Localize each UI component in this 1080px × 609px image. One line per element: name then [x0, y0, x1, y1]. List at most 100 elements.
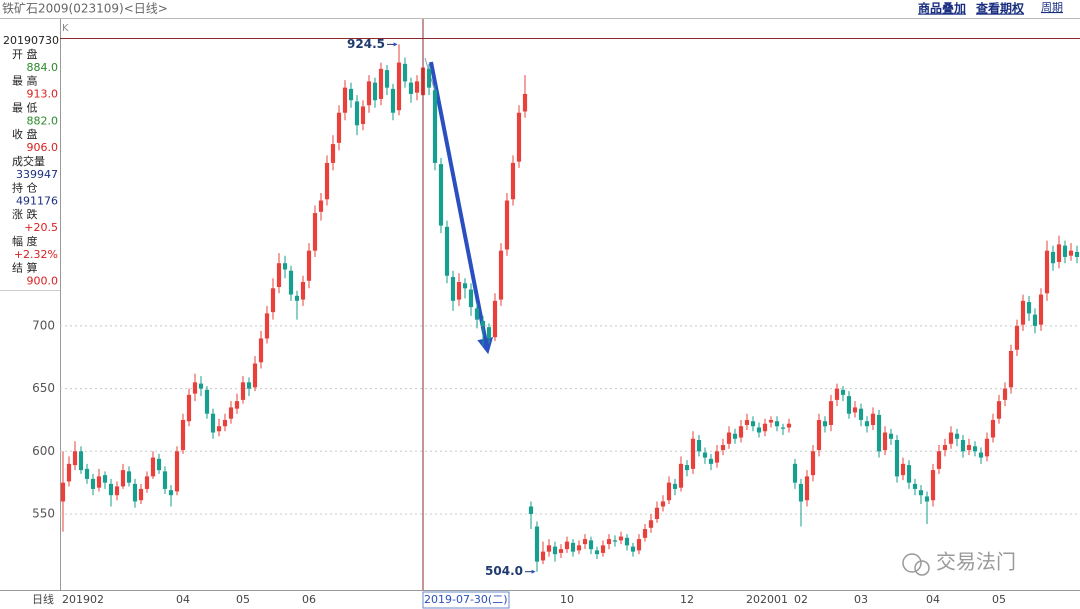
x-tick-label: 202001 [746, 593, 788, 606]
candle-body [618, 536, 624, 541]
candle-body [858, 408, 864, 420]
candle-body [792, 463, 798, 483]
candle-body [504, 200, 510, 250]
candle-body [1008, 350, 1014, 388]
candle-body [1050, 251, 1056, 264]
candle-body [468, 289, 474, 308]
candle-body [546, 545, 552, 552]
candle-body [360, 106, 366, 125]
period-link[interactable]: 周期 [1041, 1, 1063, 14]
info-value: 884.0 [27, 61, 59, 74]
candle-body [612, 540, 618, 542]
candle-body [306, 250, 312, 281]
candle-body [654, 507, 660, 520]
candle-body [744, 419, 750, 425]
candle-body [102, 475, 108, 483]
x-tick-label: 201902 [62, 593, 104, 606]
candle-body [264, 313, 270, 339]
trend-arrow [429, 61, 494, 355]
candle-body [498, 250, 504, 300]
candle-body [594, 550, 600, 555]
candle-body [240, 382, 246, 400]
candle-body [366, 81, 372, 106]
info-value: 491176 [16, 195, 58, 208]
candle-body [948, 432, 954, 444]
candle-body [492, 300, 498, 338]
candle-body [906, 465, 912, 483]
candle-body [378, 68, 384, 99]
info-date: 20190730 [3, 34, 59, 47]
candle-body [510, 162, 516, 200]
candle-body [126, 471, 132, 483]
candle-body [210, 413, 216, 433]
candle-body [426, 68, 432, 88]
candle-body [960, 440, 966, 452]
candle-body [474, 308, 480, 320]
candle-body [798, 483, 804, 502]
candle-body [324, 162, 330, 200]
candle-body [882, 432, 888, 451]
candle-body [816, 419, 822, 451]
candle-body [630, 546, 636, 552]
watermark-logo [902, 553, 930, 576]
candle-body [732, 433, 738, 439]
candle-body [846, 396, 852, 414]
title: 铁矿石2009(023109)<日线> [2, 2, 168, 16]
candle-body [780, 427, 786, 429]
x-tick-label: 12 [680, 593, 694, 606]
candle-body [828, 401, 834, 425]
x-tick-label: 05 [992, 593, 1006, 606]
watermark: 交易法门 [936, 550, 1016, 574]
candle-body [168, 490, 174, 496]
candle-body [606, 539, 612, 545]
candle-body [450, 277, 456, 301]
candle-body [666, 482, 672, 501]
link[interactable]: 商品叠加 [918, 1, 966, 16]
candle-body [60, 482, 66, 502]
link[interactable]: 查看期权 [975, 1, 1025, 16]
candle-body [192, 382, 198, 394]
candle-body [252, 363, 258, 388]
candle-body [84, 468, 90, 479]
candle-body [228, 407, 234, 419]
candle-body [642, 529, 648, 538]
candle-body [1062, 245, 1068, 257]
info-label: 持 仓 [12, 181, 38, 195]
candle-body [144, 476, 150, 489]
candle-body [966, 445, 972, 451]
candle-body [972, 446, 978, 452]
x-tick-label: 04 [926, 593, 940, 606]
candle-body [1014, 325, 1020, 350]
candle-body [804, 476, 810, 501]
candle-body [204, 389, 210, 414]
x-tick-label: 04 [176, 593, 190, 606]
candle-body [462, 283, 468, 289]
candle-body [444, 226, 450, 276]
info-label: 最 高 [12, 74, 38, 88]
candle-body [114, 486, 120, 496]
candle-body [186, 394, 192, 422]
candle-body [870, 413, 876, 425]
candle-body [66, 463, 72, 482]
info-value: +20.5 [24, 221, 58, 234]
candle-body [990, 419, 996, 438]
candle-body [234, 401, 240, 409]
info-value: 339947 [16, 168, 58, 181]
candle-body [624, 537, 630, 546]
y-tick-label: 600 [32, 444, 55, 458]
candle-body [534, 526, 540, 562]
info-value: 906.0 [27, 141, 59, 154]
candle-body [90, 478, 96, 489]
candle-body [678, 463, 684, 488]
candle-body [408, 82, 414, 94]
candle-body [414, 81, 420, 93]
y-tick-label: 650 [32, 381, 55, 395]
info-value: 913.0 [27, 88, 59, 101]
candle-body [438, 164, 444, 226]
period-label: 日线 [32, 592, 54, 606]
candle-body [402, 63, 408, 82]
info-label: 结 算 [12, 261, 38, 275]
candle-body [342, 87, 348, 113]
candle-body [570, 542, 576, 552]
x-tick-label: 02 [794, 593, 808, 606]
